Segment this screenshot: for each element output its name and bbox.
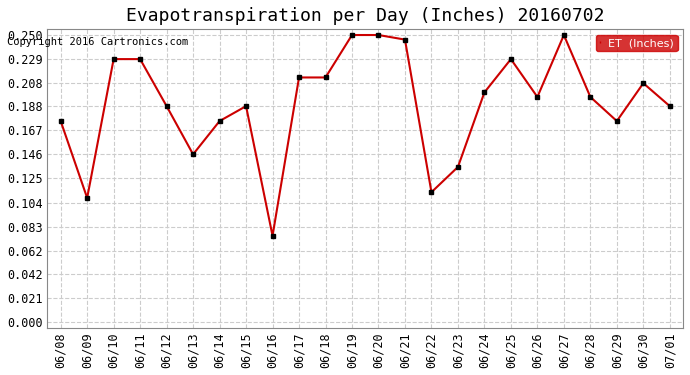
Legend: ET  (Inches): ET (Inches) xyxy=(596,35,678,51)
Title: Evapotranspiration per Day (Inches) 20160702: Evapotranspiration per Day (Inches) 2016… xyxy=(126,7,604,25)
Text: Copyright 2016 Cartronics.com: Copyright 2016 Cartronics.com xyxy=(7,37,188,47)
